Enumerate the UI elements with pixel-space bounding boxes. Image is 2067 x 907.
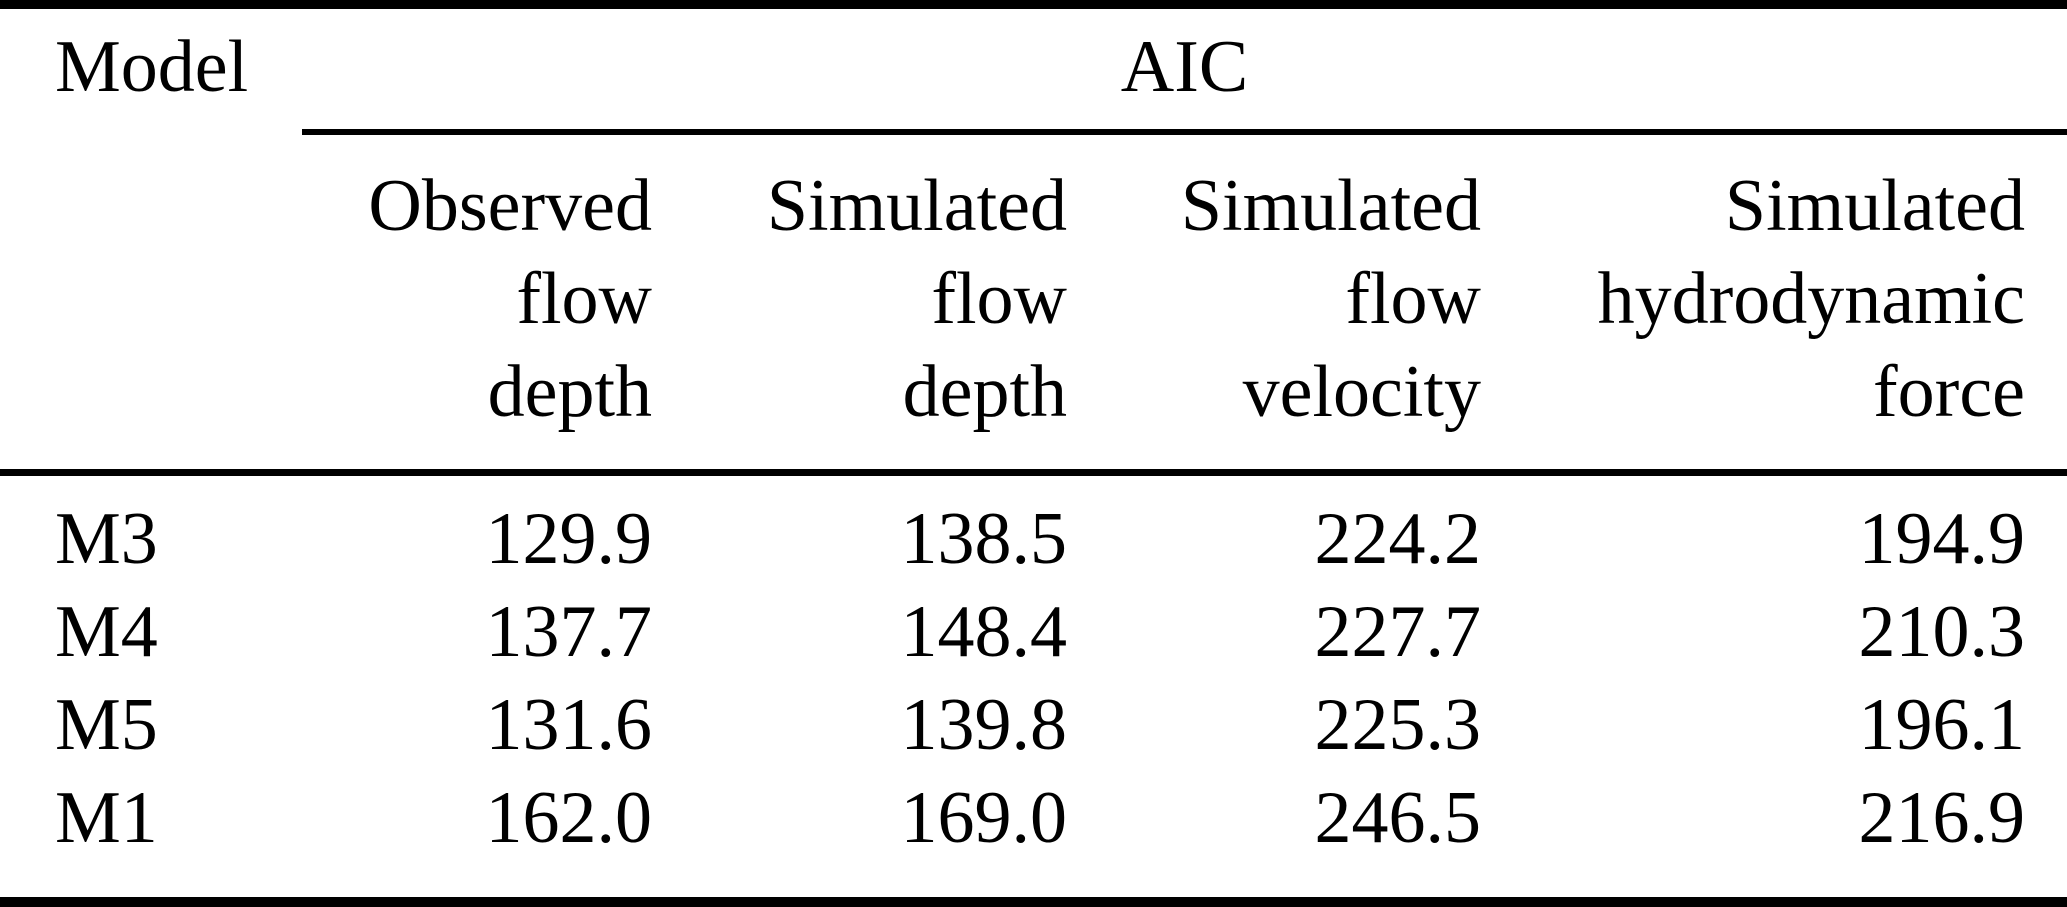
column-header-observed-flow-depth: Observed flow depth	[302, 132, 652, 476]
header-line: velocity	[1242, 351, 1481, 433]
header-line: flow	[1345, 258, 1481, 340]
table-row-m5: M5 131.6 139.8 225.3 196.1	[0, 679, 2067, 772]
cell-simulated-hydrodynamic-force: 210.3	[1858, 591, 2026, 673]
cell-observed-flow-depth: 129.9	[485, 498, 653, 580]
table-row-m1: M1 162.0 169.0 246.5 216.9	[0, 772, 2067, 902]
cell-observed-flow-depth: 137.7	[485, 591, 653, 673]
header-line: depth	[902, 351, 1067, 433]
header-line: Simulated	[1724, 165, 2026, 247]
cell-observed-flow-depth: 131.6	[485, 684, 653, 766]
table-row-m3: M3 129.9 138.5 224.2 194.9	[0, 473, 2067, 587]
cell-simulated-flow-velocity: 225.3	[1314, 684, 1482, 766]
header-line: flow	[516, 258, 652, 340]
cell-simulated-flow-depth: 139.8	[900, 684, 1068, 766]
model-label: M5	[55, 684, 158, 766]
group-header-aic: AIC	[302, 4, 2067, 135]
cell-simulated-flow-depth: 148.4	[900, 591, 1068, 673]
table-row-m4: M4 137.7 148.4 227.7 210.3	[0, 586, 2067, 679]
cell-simulated-flow-depth: 169.0	[900, 777, 1068, 859]
column-header-row: Observed flow depth Simulated flow depth…	[0, 132, 2067, 476]
model-label: M3	[55, 498, 158, 580]
header-line: Observed	[368, 165, 652, 247]
header-line: Simulated	[1180, 165, 1481, 247]
column-header-model: Model	[0, 4, 302, 476]
header-line: depth	[487, 351, 652, 433]
cell-simulated-flow-depth: 138.5	[900, 498, 1068, 580]
model-label: M1	[55, 777, 158, 859]
cell-simulated-flow-velocity: 227.7	[1314, 591, 1482, 673]
cell-observed-flow-depth: 162.0	[485, 777, 653, 859]
header-line: force	[1873, 351, 2026, 433]
header-line: flow	[931, 258, 1067, 340]
column-header-simulated-flow-velocity: Simulated flow velocity	[1067, 132, 1481, 476]
cell-simulated-flow-velocity: 224.2	[1314, 498, 1482, 580]
cell-simulated-hydrodynamic-force: 216.9	[1858, 777, 2026, 859]
model-label: M4	[55, 591, 158, 673]
cell-simulated-hydrodynamic-force: 196.1	[1858, 684, 2026, 766]
group-header-row: Model AIC	[0, 4, 2067, 476]
cell-simulated-hydrodynamic-force: 194.9	[1858, 498, 2026, 580]
header-line: Simulated	[766, 165, 1067, 247]
cell-simulated-flow-velocity: 246.5	[1314, 777, 1482, 859]
header-line: hydrodynamic	[1597, 258, 2026, 340]
column-header-simulated-flow-depth: Simulated flow depth	[652, 132, 1067, 476]
column-header-simulated-hydrodynamic-force: Simulated hydrodynamic force	[1481, 132, 2067, 476]
